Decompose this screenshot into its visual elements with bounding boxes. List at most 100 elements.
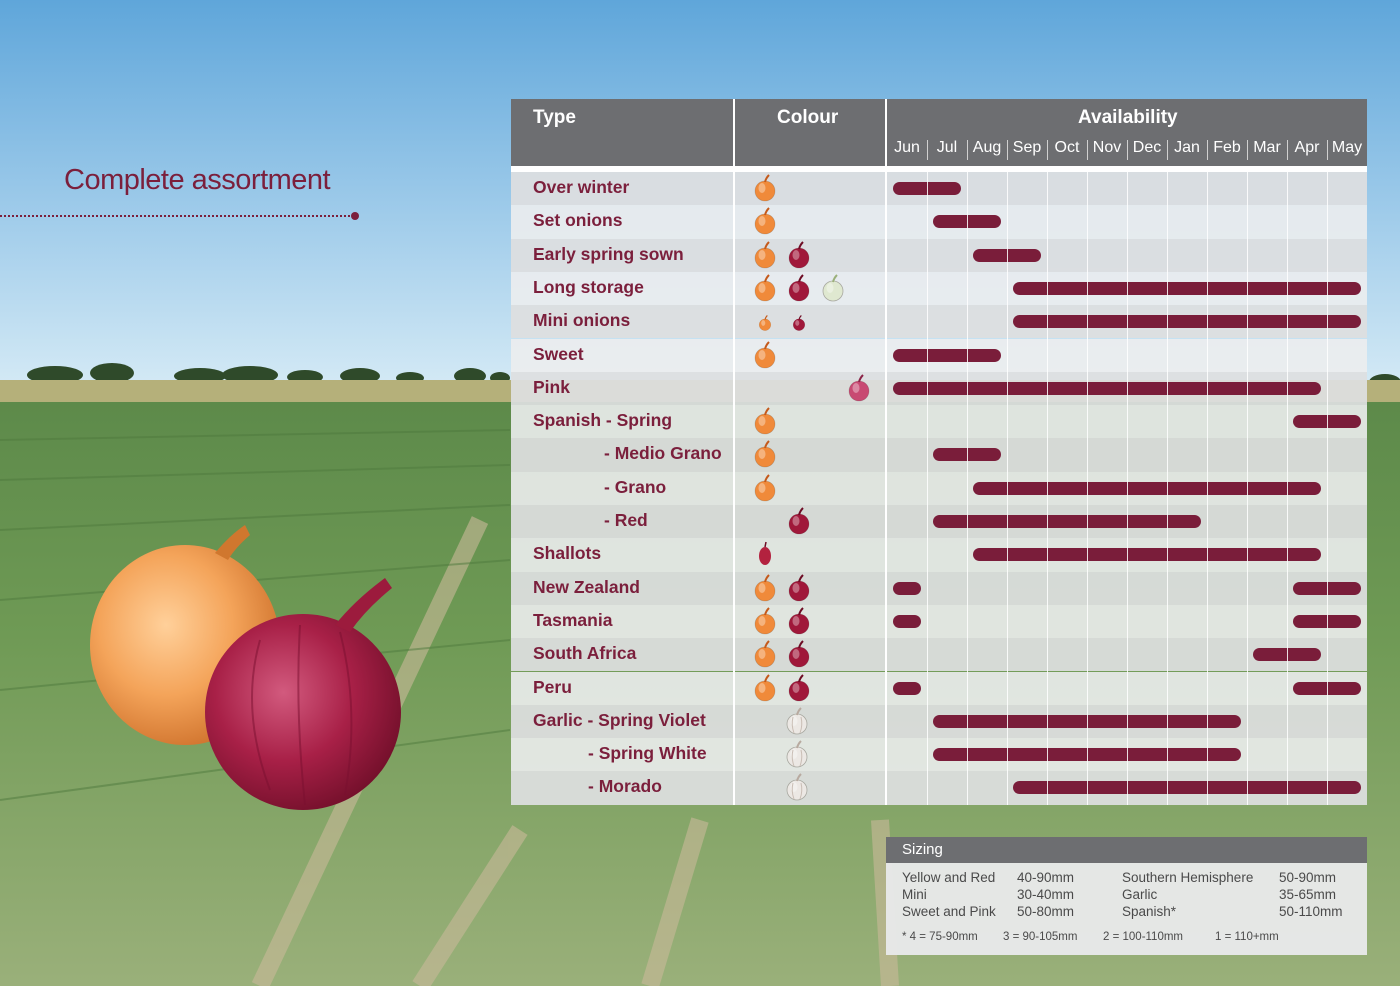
header-type: Type	[533, 107, 576, 128]
yellow-onion-icon	[753, 340, 777, 374]
month-label-may: May	[1331, 139, 1363, 156]
row-label: Long storage	[533, 276, 644, 297]
month-label-sep: Sep	[1012, 139, 1042, 156]
yellow-onion-icon	[753, 640, 777, 673]
garlic-icon	[785, 740, 809, 773]
garlic-icon	[785, 707, 809, 740]
sizing-header: Sizing	[886, 837, 1367, 863]
sizing-footnote: 2 = 100-110mm	[1103, 931, 1184, 943]
yellow-onion-icon	[753, 673, 777, 707]
month-gridline	[1127, 172, 1128, 805]
table-header: Type Colour Availability Jun Jul Aug Sep Oct…	[511, 99, 1367, 166]
availability-bar	[933, 515, 1201, 528]
table-row: Peru	[511, 671, 1367, 707]
table-row: Sweet	[511, 338, 1367, 374]
availability-table: Type Colour Availability Jun Jul Aug Sep Oct…	[511, 99, 1367, 805]
yellow-onion-icon	[753, 274, 777, 307]
row-label: Tasmania	[533, 609, 613, 630]
row-label: New Zealand	[533, 576, 640, 597]
row-label: Peru	[533, 676, 572, 697]
sizing-name: Spanish*	[1122, 904, 1177, 919]
month-gridline	[1247, 172, 1248, 805]
sizing-value: 30-40mm	[1017, 887, 1075, 902]
red-onion-icon	[787, 640, 811, 673]
availability-bar	[893, 348, 1001, 362]
month-gridline	[967, 172, 968, 805]
red-onion-icon	[787, 573, 811, 607]
header-divider	[511, 166, 1367, 172]
sizing-value: 50-80mm	[1017, 904, 1075, 919]
sizing-value: 40-90mm	[1017, 870, 1075, 885]
month-separator	[1247, 140, 1248, 160]
table-row: - Grano	[511, 471, 1367, 507]
month-gridline	[1167, 172, 1168, 805]
mini-red-onion-icon	[792, 314, 806, 337]
mini-yellow-onion-icon	[758, 314, 772, 337]
month-label-oct: Oct	[1054, 139, 1080, 156]
white-onion-icon	[821, 274, 845, 307]
month-gridline	[1327, 172, 1328, 805]
table-row: Set onions	[511, 205, 1367, 240]
row-label: Pink	[533, 376, 570, 397]
month-separator	[1287, 140, 1288, 160]
sizing-title: Sizing	[902, 841, 943, 858]
row-label: - Spring White	[588, 743, 707, 764]
pink-onion-icon	[847, 374, 871, 407]
month-separator	[1047, 140, 1048, 160]
row-label: - Red	[604, 510, 648, 530]
table-row: Spanish - Spring	[511, 405, 1367, 439]
month-separator	[1327, 140, 1328, 160]
month-label-jan: Jan	[1174, 139, 1200, 156]
month-separator	[1127, 140, 1128, 160]
yellow-onion-icon	[753, 240, 777, 274]
month-separator	[927, 140, 928, 160]
table-row: Pink	[511, 371, 1367, 407]
yellow-onion-icon	[753, 207, 777, 240]
availability-bar	[1013, 315, 1361, 329]
availability-bar	[1013, 281, 1361, 295]
table-row: Early spring sown	[511, 238, 1367, 274]
header-availability: Availability	[1078, 107, 1178, 128]
garlic-icon	[785, 773, 809, 806]
yellow-onion-icon	[753, 473, 777, 507]
table-row: - Medio Grano	[511, 438, 1367, 473]
availability-bar	[893, 581, 921, 595]
row-label: Mini onions	[533, 310, 631, 331]
availability-bar	[893, 381, 1321, 395]
availability-bar	[973, 481, 1321, 495]
yellow-onion-icon	[753, 174, 777, 207]
table-row: - Red	[511, 505, 1367, 539]
row-label: - Medio Grano	[604, 443, 722, 464]
row-label: Over winter	[533, 177, 630, 197]
availability-bar	[893, 681, 921, 695]
table-row: Long storage	[511, 271, 1367, 307]
heading-divider	[0, 215, 354, 217]
row-label: - Morado	[588, 776, 662, 797]
row-label: South Africa	[533, 643, 637, 664]
sizing-name: Southern Hemisphere	[1122, 870, 1254, 885]
row-label: Shallots	[533, 543, 602, 564]
month-label-mar: Mar	[1253, 139, 1281, 156]
red-onion-photo	[205, 578, 401, 810]
month-separator	[1087, 140, 1088, 160]
header-colour: Colour	[777, 107, 839, 128]
month-label-feb: Feb	[1213, 139, 1241, 156]
table-row: South Africa	[511, 638, 1367, 673]
row-label: Garlic - Spring Violet	[533, 709, 706, 730]
yellow-onion-icon	[753, 440, 777, 473]
sizing-name: Sweet and Pink	[902, 904, 996, 919]
sizing-legend: Sizing Yellow and Red Mini Sweet and Pin…	[886, 837, 1367, 955]
month-separator	[1007, 140, 1008, 160]
shallot-icon	[753, 540, 777, 573]
table-row: Mini onions	[511, 305, 1367, 339]
red-onion-icon	[787, 607, 811, 640]
table-row: New Zealand	[511, 571, 1367, 607]
page-heading: Complete assortment	[64, 164, 331, 196]
red-onion-icon	[787, 240, 811, 274]
month-label-aug: Aug	[972, 139, 1002, 156]
month-gridline	[1207, 172, 1208, 805]
row-label: Early spring sown	[533, 243, 684, 264]
sizing-name: Yellow and Red	[902, 870, 996, 885]
yellow-onion-icon	[753, 607, 777, 640]
month-gridline	[927, 172, 928, 805]
